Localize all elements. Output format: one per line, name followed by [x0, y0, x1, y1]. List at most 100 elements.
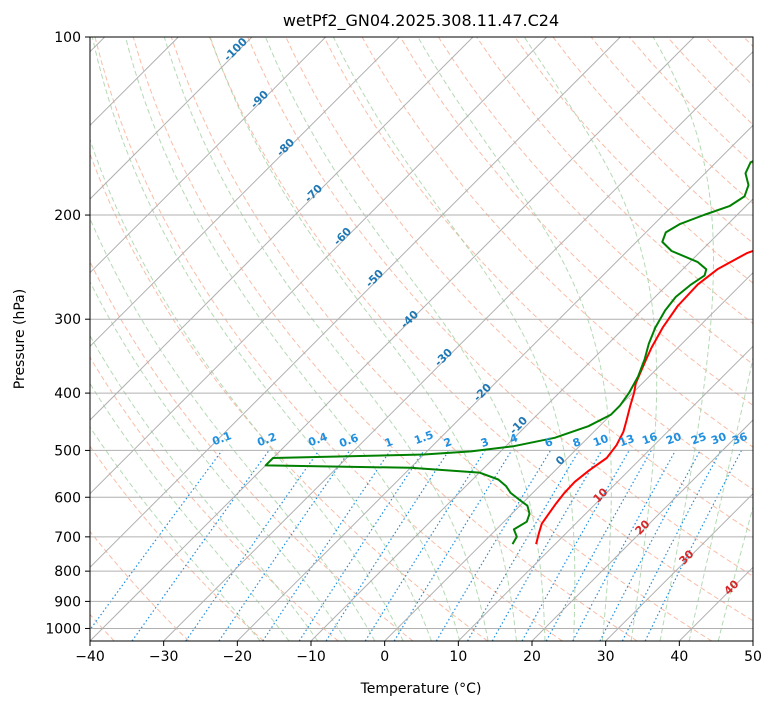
y-tick-label: 800	[54, 564, 81, 580]
dry-adiabat-line	[90, 445, 264, 641]
mixing-ratio-label: 3	[479, 435, 491, 450]
dewpoint-profile	[264, 160, 753, 545]
isotherm-line	[90, 37, 621, 569]
isotherm-line	[90, 37, 695, 641]
dry-adiabat-line	[90, 152, 488, 641]
isotherm-line	[90, 37, 400, 348]
mixing-ratio-label: 4	[508, 431, 520, 446]
dry-adiabat-line	[437, 37, 753, 365]
axes: −40 −30 −20 −10 0 10 20 30 40 5010020030040050060…	[45, 30, 762, 665]
y-tick-label: 200	[54, 208, 81, 224]
mixing-ratio-label: 13	[617, 432, 636, 449]
moist-adiabat-line	[163, 37, 489, 641]
y-tick-label: 100	[54, 30, 81, 46]
y-tick-label: 400	[54, 386, 81, 402]
isotherm-line	[90, 37, 253, 200]
mixing-ratio-line	[393, 450, 513, 641]
mixing-ratio-label: 25	[689, 430, 708, 447]
isotherm-line	[163, 50, 753, 641]
mixing-ratio-label: 0.1	[210, 429, 233, 448]
mixing-ratio-label: 10	[591, 432, 610, 450]
mixing-ratio-label: 20	[664, 430, 683, 448]
dry-adiabat-line	[247, 37, 753, 577]
grid-lines	[90, 37, 753, 641]
mixing-ratio-line	[185, 450, 320, 641]
moist-adiabat-line	[90, 334, 319, 641]
moist-adiabat-line	[688, 355, 753, 641]
moist-adiabat-line	[90, 280, 347, 641]
moist-adiabat-line	[209, 37, 517, 641]
mixing-ratio-line	[521, 450, 630, 641]
mixing-ratio-line	[90, 450, 223, 631]
isotherm-line	[90, 37, 474, 421]
moist-adiabat-line	[265, 37, 546, 641]
mixing-ratio-label: 0.2	[255, 430, 278, 449]
mixing-ratio-label: 0.6	[337, 431, 360, 450]
isotherm-line	[90, 37, 548, 495]
x-tick-label: −30	[149, 649, 179, 665]
dry-adiabat-line	[90, 356, 339, 641]
isotherm-line	[384, 271, 753, 641]
mixing-ratio-label: 6	[543, 435, 555, 450]
isotherm-line	[605, 492, 753, 641]
profiles	[264, 160, 753, 545]
x-tick-label: 10	[449, 649, 467, 665]
dry-adiabat-line	[170, 37, 712, 641]
mixing-ratio-label: 0.4	[306, 430, 329, 449]
mixing-ratio-label: 1.5	[412, 428, 435, 447]
moist-adiabat-line	[417, 37, 612, 641]
dry-adiabat-line	[90, 530, 190, 641]
y-axis-label: Pressure (hPa)	[12, 289, 28, 389]
plot-frame	[89, 36, 754, 642]
moist-adiabat-line	[717, 505, 753, 641]
mixing-ratio-label: 1	[383, 435, 395, 450]
y-tick-label: 600	[54, 490, 81, 506]
dry-adiabat-line	[399, 37, 753, 407]
x-axis-label: Temperature (°C)	[360, 681, 482, 697]
isotherm-line	[457, 345, 753, 641]
mixing-ratio-label: 30	[709, 430, 728, 448]
dry-adiabat-line	[94, 37, 563, 641]
mixing-ratio-line	[572, 450, 677, 641]
moist-adiabat-line	[125, 37, 461, 641]
x-tick-label: 30	[597, 649, 615, 665]
dry-adiabat-line	[323, 37, 753, 491]
isotherm-line	[236, 124, 753, 641]
x-tick-label: 20	[523, 649, 541, 665]
y-tick-label: 700	[54, 530, 81, 546]
moist-adiabat-line	[90, 217, 376, 641]
mixing-ratio-line	[298, 450, 425, 641]
mixing-ratio-label: 36	[730, 430, 749, 448]
mixing-ratio-line	[262, 450, 391, 641]
moist-adiabat-line	[652, 37, 714, 641]
x-tick-label: 0	[380, 649, 389, 665]
x-tick-label: 40	[670, 649, 688, 665]
y-tick-label: 900	[54, 594, 81, 610]
plot-area	[90, 37, 753, 641]
mixing-ratio-line	[325, 450, 450, 641]
moist-adiabat-line	[90, 138, 404, 641]
y-tick-label: 500	[54, 443, 81, 459]
mixing-ratio-label: 16	[640, 430, 659, 448]
mixing-ratio-line	[218, 450, 351, 641]
y-tick-label: 1000	[45, 621, 81, 637]
mixing-ratio-label: 8	[571, 435, 583, 450]
mixing-ratio-line	[621, 450, 722, 641]
isotherm-line	[310, 198, 753, 641]
temperature-profile	[535, 249, 753, 545]
moist-adiabat-line	[523, 37, 658, 641]
moist-adiabat-line	[91, 37, 432, 641]
x-tick-label: −10	[296, 649, 326, 665]
dry-adiabat-line	[132, 37, 638, 641]
x-tick-label: 50	[744, 649, 762, 665]
isotherm-line	[531, 419, 753, 641]
background-lines	[90, 37, 753, 641]
mixing-ratio-label: 2	[442, 435, 454, 450]
isotherm-line	[90, 37, 327, 274]
chart-title: wetPf2_GN04.2025.308.11.47.C24	[283, 11, 559, 31]
mixing-ratio-line	[545, 450, 652, 641]
dry-adiabat-line	[514, 37, 753, 284]
x-tick-label: −40	[75, 649, 105, 665]
